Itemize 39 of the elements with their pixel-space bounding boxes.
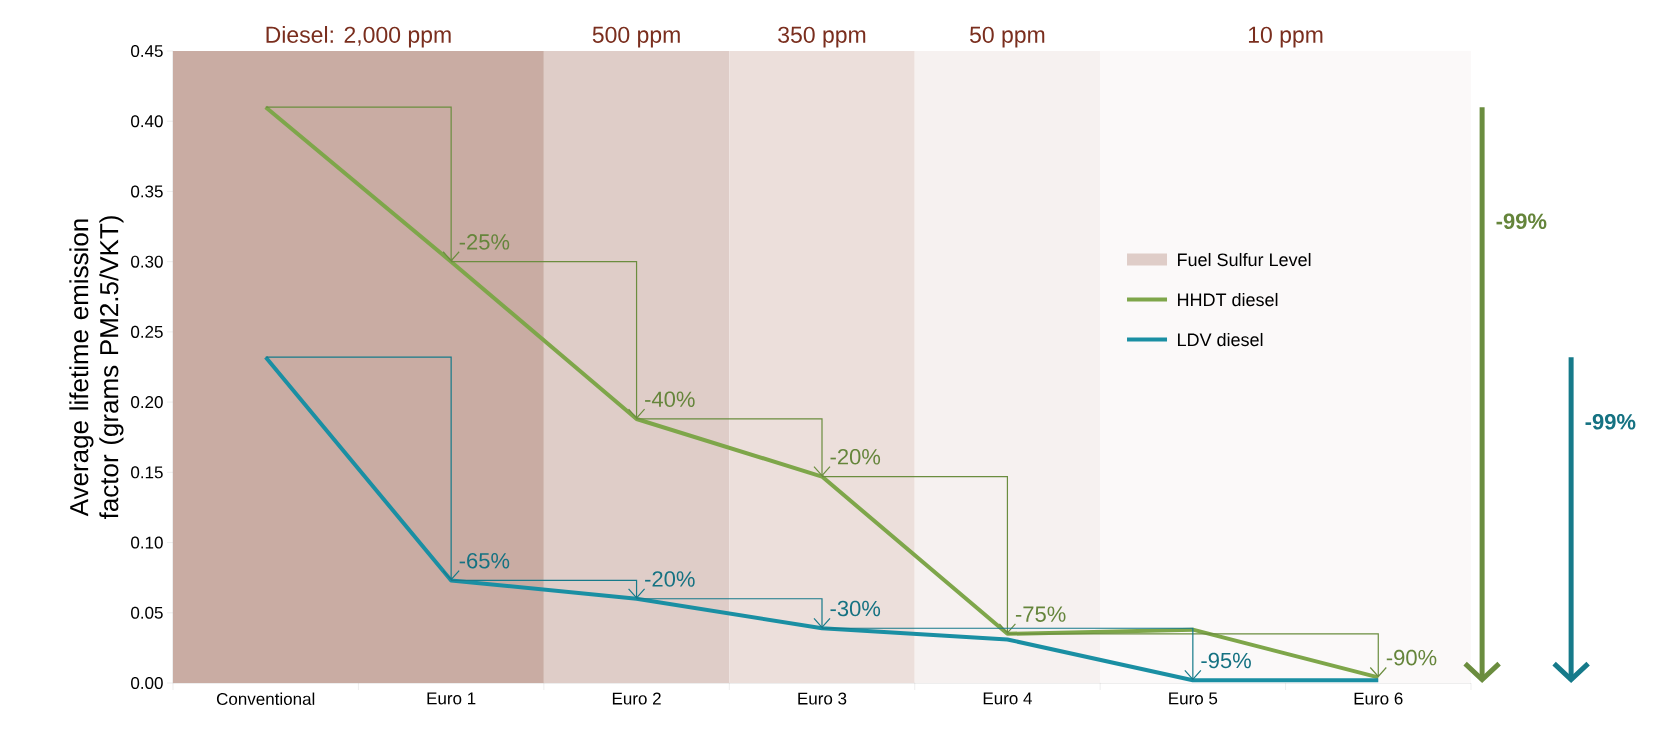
line-series xyxy=(263,105,1381,680)
y-tick-label: 0.45 xyxy=(131,44,163,58)
annotation: -40% xyxy=(645,391,695,408)
x-tick-label: Euro 3 xyxy=(798,692,847,705)
line-series xyxy=(263,355,1381,683)
annotation: -95% xyxy=(1201,652,1251,669)
annotation: -20% xyxy=(830,449,881,465)
y-tick-label: 0.25 xyxy=(131,325,163,338)
x-tick-label: Euro 1 xyxy=(427,692,476,705)
y-tick-label: 0.15 xyxy=(131,466,163,479)
y-tick-label: 0.40 xyxy=(131,115,163,128)
legend-label: LDV diesel xyxy=(1178,332,1263,347)
x-tick-label: Euro 6 xyxy=(1354,692,1403,705)
x-tick-label: Euro 4 xyxy=(983,692,1032,705)
y-tick-label: 0.10 xyxy=(131,536,163,549)
text: -99% xyxy=(1585,413,1636,430)
band-label: 350 ppm xyxy=(778,26,866,48)
annotation: -65% xyxy=(459,552,510,569)
legend-title: Fuel Sulfur Level xyxy=(1178,252,1311,267)
annotation: -90% xyxy=(1386,649,1437,666)
y-tick-label: 0.00 xyxy=(131,676,163,690)
legend-label: HHDT diesel xyxy=(1178,292,1278,307)
band-label: Diesel: 2,000 ppm xyxy=(266,26,451,48)
x-tick-label: Conventional xyxy=(216,692,315,706)
band-label: 500 ppm xyxy=(592,26,680,48)
band-label: 50 ppm xyxy=(969,26,1045,48)
y-tick-label: 0.20 xyxy=(131,396,163,409)
annotation: -20% xyxy=(645,571,695,587)
x-tick-label: Euro 5 xyxy=(1169,692,1218,705)
y-tick-label: 0.35 xyxy=(131,185,163,198)
y-axis-title: Average lifetime emission factor (grams PM2.5/VKT) xyxy=(69,216,124,520)
annotation: -75% xyxy=(1015,606,1066,622)
y-tick-label: 0.30 xyxy=(131,255,163,268)
annotation: -25% xyxy=(459,234,510,250)
y-tick-label: 0.05 xyxy=(131,606,163,619)
x-tick-label: Euro 2 xyxy=(612,692,661,705)
band-label: 10 ppm xyxy=(1248,26,1323,48)
annotation: -30% xyxy=(830,600,881,617)
text: -99% xyxy=(1496,213,1547,230)
